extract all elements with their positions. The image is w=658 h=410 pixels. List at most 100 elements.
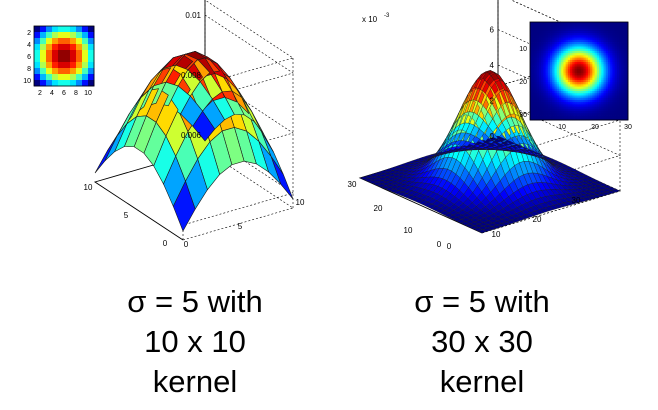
heatmap-cell <box>625 111 629 114</box>
heatmap-cell <box>592 66 595 70</box>
heatmap-cell <box>543 66 546 70</box>
heatmap-cell <box>558 84 562 87</box>
heatmap-cell <box>585 28 589 32</box>
heatmap-cell <box>605 99 609 103</box>
heatmap-cell <box>596 50 600 54</box>
heatmap-cell <box>556 46 560 50</box>
heatmap-cell <box>616 117 620 121</box>
heatmap-cell <box>58 32 65 39</box>
heatmap-cell <box>547 62 551 65</box>
heatmap-cell <box>576 99 580 103</box>
heatmap-cell <box>561 66 564 70</box>
heatmap-cell <box>536 71 540 74</box>
heatmap-cell <box>576 84 580 87</box>
heatmap-cell <box>596 46 600 50</box>
heatmap-cell <box>541 33 544 36</box>
heatmap-cell <box>532 73 535 76</box>
heatmap-cell <box>552 48 555 52</box>
heatmap-cell <box>601 22 604 25</box>
heatmap-cell <box>541 93 544 96</box>
heatmap-cell <box>581 71 584 74</box>
heatmap-cell <box>534 95 538 99</box>
heatmap-cell <box>545 39 549 43</box>
heatmap-cell <box>610 106 613 110</box>
heatmap-cell <box>625 57 629 61</box>
heatmap-cell <box>576 33 580 36</box>
heatmap-cell <box>616 93 620 96</box>
heatmap-cell <box>550 84 553 87</box>
heatmap-cell <box>625 62 629 65</box>
heatmap-cell <box>530 84 533 87</box>
heatmap-cell <box>614 73 618 76</box>
heatmap-cell <box>563 88 567 92</box>
heatmap-cell <box>52 80 59 87</box>
heatmap-cell <box>587 86 591 90</box>
heatmap-cell <box>614 64 618 67</box>
heatmap-cell <box>579 57 582 61</box>
heatmap-cell <box>581 117 584 121</box>
heatmap-cell <box>614 35 618 38</box>
heatmap-cell <box>534 82 538 85</box>
heatmap-cell <box>536 46 540 50</box>
heatmap-cell <box>616 82 620 85</box>
heatmap-cell <box>601 44 604 47</box>
heatmap-cell <box>543 88 546 92</box>
heatmap-cell <box>581 66 584 70</box>
heatmap-cell <box>581 113 584 116</box>
heatmap-cell <box>76 56 83 63</box>
heatmap-cell <box>583 46 587 50</box>
heatmap-cell <box>547 30 551 34</box>
heatmap-cell <box>530 24 533 27</box>
heatmap-cell <box>541 75 544 79</box>
heatmap-cell <box>607 99 611 103</box>
heatmap-cell <box>614 115 618 119</box>
heatmap-cell <box>579 30 582 34</box>
heatmap-cell <box>570 115 573 119</box>
heatmap-cell <box>534 26 538 30</box>
heatmap-cell <box>619 42 622 45</box>
heatmap-cell <box>538 97 542 101</box>
heatmap-cell <box>583 91 587 94</box>
heatmap-cell <box>538 113 542 116</box>
heatmap-cell <box>543 59 546 63</box>
heatmap-cell <box>599 99 602 103</box>
heatmap-cell <box>574 64 578 67</box>
heatmap-cell <box>619 64 622 67</box>
heatmap-cell <box>547 111 551 114</box>
heatmap-cell <box>601 68 604 72</box>
heatmap-cell <box>530 97 533 101</box>
heatmap-cell <box>616 59 620 63</box>
heatmap-cell <box>616 77 620 81</box>
heatmap-cell <box>574 46 578 50</box>
heatmap-cell <box>621 99 624 103</box>
heatmap-cell <box>607 26 611 30</box>
heatmap-cell <box>616 50 620 54</box>
heatmap-cell <box>563 113 567 116</box>
heatmap-cell <box>581 30 584 34</box>
heatmap-cell <box>543 117 546 121</box>
heatmap-cell <box>625 88 629 92</box>
heatmap-cell <box>561 62 564 65</box>
heatmap-cell <box>621 66 624 70</box>
heatmap-cell <box>607 88 611 92</box>
heatmap-cell <box>565 24 569 27</box>
heatmap-cell <box>556 59 560 63</box>
heatmap-cell <box>607 106 611 110</box>
heatmap-cell <box>574 111 578 114</box>
heatmap-cell <box>538 115 542 119</box>
heatmap-cell <box>561 82 564 85</box>
heatmap-cell <box>556 106 560 110</box>
heatmap-cell <box>534 37 538 41</box>
heatmap-cell <box>579 28 582 32</box>
heatmap-cell <box>565 99 569 103</box>
heatmap-cell <box>536 59 540 63</box>
heatmap-cell <box>625 77 629 81</box>
heatmap-cell <box>550 117 553 121</box>
heatmap-cell <box>623 79 627 83</box>
heatmap-cell <box>547 73 551 76</box>
heatmap-cell <box>40 62 47 69</box>
heatmap-cell <box>530 22 533 25</box>
heatmap-cell <box>596 44 600 47</box>
heatmap-cell <box>58 74 65 81</box>
heatmap-cell <box>605 48 609 52</box>
